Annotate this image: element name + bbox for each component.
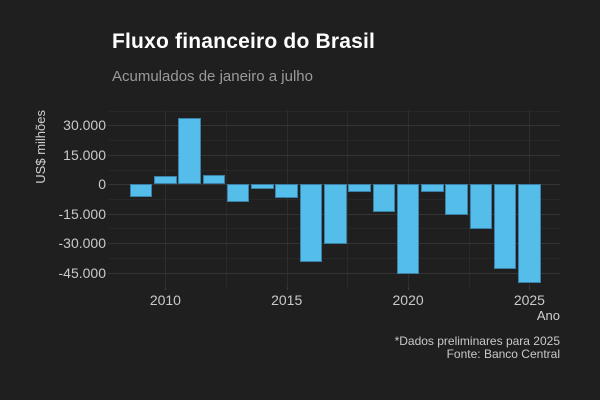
gridline-y-major	[108, 272, 560, 274]
bar-2016	[299, 184, 323, 262]
bar-2025	[518, 184, 541, 283]
x-tick-mark	[286, 287, 288, 290]
gridline-x-major	[165, 110, 167, 287]
gridline-x-minor	[468, 110, 470, 287]
bar-2014	[251, 184, 274, 189]
bar-2011	[178, 117, 201, 185]
bar-2021	[421, 184, 444, 193]
bar-2017	[324, 184, 347, 245]
gridline-y-minor	[108, 110, 560, 112]
bar-2023	[469, 184, 493, 230]
y-tick-label: 15.000	[63, 146, 106, 163]
gridline-y-minor	[108, 257, 560, 259]
chart-caption: *Dados preliminares para 2025 Fonte: Ban…	[395, 335, 560, 361]
x-tick-mark	[529, 287, 531, 290]
x-axis-title: Ano	[536, 308, 560, 323]
gridline-y-minor	[108, 140, 560, 142]
y-tick-label: 0	[98, 176, 106, 193]
x-tick-label: 2010	[149, 292, 181, 308]
x-tick-label: 2020	[392, 292, 424, 308]
x-tick-label: 2015	[271, 292, 303, 308]
bar-2022	[445, 184, 468, 215]
gridline-y-minor	[108, 169, 560, 171]
gridline-x-minor	[347, 110, 349, 287]
gridline-x-major	[286, 110, 288, 287]
bar-2020	[396, 184, 420, 274]
bar-2010	[154, 176, 177, 185]
y-tick-label: 30.000	[63, 117, 106, 134]
bar-2024	[493, 184, 517, 269]
gridline-y-major	[108, 125, 560, 127]
chart-subtitle: Acumulados de janeiro a julho	[112, 68, 313, 85]
bar-2015	[275, 184, 298, 199]
bar-2009	[129, 184, 153, 198]
x-tick-mark	[165, 287, 167, 290]
gridline-y-major	[108, 154, 560, 156]
gridline-x-minor	[226, 110, 227, 287]
bar-2013	[226, 184, 250, 203]
bar-2012	[202, 175, 226, 185]
y-tick-label: -30.000	[58, 235, 106, 252]
caption-note: *Dados preliminares para 2025	[394, 334, 560, 348]
bar-2018	[348, 184, 371, 193]
caption-source: Fonte: Banco Central	[446, 347, 560, 361]
chart-title: Fluxo financeiro do Brasil	[112, 30, 376, 53]
y-tick-label: -45.000	[58, 264, 106, 281]
bar-2019	[372, 184, 396, 212]
y-tick-label: -15.000	[58, 205, 106, 222]
x-tick-mark	[408, 287, 410, 290]
x-tick-label: 2025	[513, 292, 545, 308]
